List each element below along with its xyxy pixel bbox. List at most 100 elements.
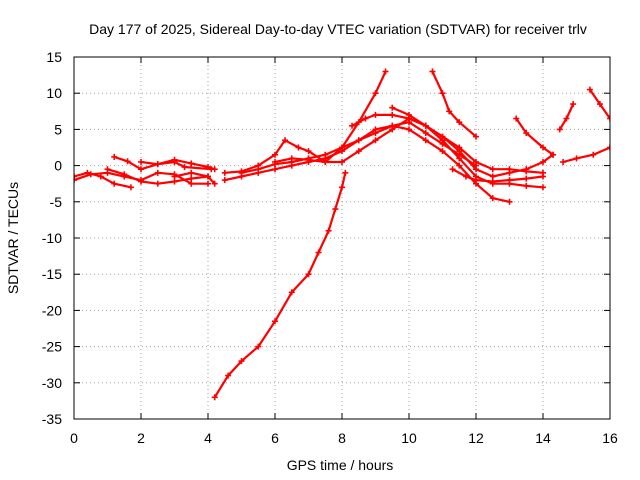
data-point	[305, 156, 312, 163]
data-point	[422, 122, 429, 129]
data-point	[325, 227, 332, 234]
data-point	[429, 68, 436, 75]
y-tick-label: 5	[54, 121, 62, 137]
data-point	[282, 137, 289, 144]
y-tick-label: -15	[42, 266, 62, 282]
data-point	[211, 394, 218, 401]
data-point	[456, 162, 463, 169]
data-point	[332, 206, 339, 213]
y-tick-label: -20	[42, 302, 62, 318]
data-point	[221, 169, 228, 176]
data-point	[295, 144, 302, 151]
data-point	[138, 166, 144, 173]
series-line	[173, 171, 216, 185]
data-point	[573, 155, 580, 162]
data-point	[238, 169, 245, 176]
series-arc-14	[429, 68, 479, 140]
data-point	[449, 166, 456, 173]
data-point	[355, 137, 362, 144]
y-tick-label: 0	[54, 158, 62, 174]
x-tick-label: 8	[338, 430, 346, 446]
y-tick-label: -30	[42, 375, 62, 391]
series-line	[562, 146, 610, 164]
data-point	[372, 111, 379, 118]
y-tick-label: -25	[42, 339, 62, 355]
data-point	[154, 180, 161, 187]
data-point	[523, 130, 530, 137]
data-point	[111, 153, 118, 160]
x-tick-label: 2	[137, 430, 145, 446]
data-point	[154, 161, 161, 168]
data-point	[188, 180, 195, 187]
data-point	[127, 184, 134, 191]
data-point	[205, 180, 211, 187]
data-point	[211, 180, 218, 187]
data-point	[205, 164, 211, 171]
data-point	[540, 184, 546, 191]
series-arc-19	[586, 86, 610, 122]
data-point	[171, 173, 178, 180]
data-point	[456, 119, 463, 126]
y-tick-label: -5	[50, 194, 63, 210]
data-point	[406, 126, 412, 133]
data-point	[372, 90, 379, 97]
data-point	[523, 166, 530, 173]
tick-labels: 0 2 4 6 8 10 12 14 16 15 10 5 0 -5 -10 -15 -20 -25 -30 -35	[42, 49, 618, 446]
data-point	[171, 156, 178, 163]
series-arc-11	[211, 169, 349, 401]
y-tick-label: -35	[42, 411, 62, 427]
data-point	[607, 144, 610, 151]
data-point	[288, 289, 295, 296]
data-point	[272, 151, 278, 158]
x-tick-label: 4	[204, 430, 212, 446]
data-point	[523, 182, 530, 189]
data-point	[372, 137, 379, 144]
data-point	[489, 195, 496, 202]
data-point	[355, 148, 362, 155]
data-point	[422, 130, 429, 137]
data-point	[339, 144, 345, 151]
series-arc-5	[138, 156, 218, 173]
data-point	[111, 180, 118, 187]
data-point	[74, 173, 77, 180]
data-point	[221, 177, 228, 184]
data-point	[506, 177, 513, 184]
data-point	[322, 158, 329, 165]
data-point	[205, 173, 211, 180]
x-tick-label: 10	[401, 430, 417, 446]
x-tick-label: 6	[271, 430, 279, 446]
x-tick-label: 12	[468, 430, 484, 446]
data-point	[473, 133, 479, 140]
x-axis-label: GPS time / hours	[287, 457, 394, 473]
data-point	[439, 90, 446, 97]
series-line	[223, 70, 387, 174]
data-point	[288, 155, 295, 162]
data-point	[349, 122, 356, 129]
x-tick-label: 16	[602, 430, 618, 446]
data-point	[272, 166, 278, 173]
chart-title: Day 177 of 2025, Sidereal Day-to-day VTE…	[89, 21, 587, 37]
data-point	[138, 178, 144, 185]
data-point	[362, 115, 369, 122]
data-point	[84, 169, 91, 176]
data-point	[570, 101, 577, 108]
x-tick-label: 14	[535, 430, 551, 446]
series-arc-8	[221, 122, 513, 205]
data-point	[305, 271, 312, 278]
data-point	[272, 318, 278, 325]
data-point	[138, 158, 144, 165]
data-point	[560, 158, 567, 165]
y-axis-label: SDTVAR / TECUs	[5, 182, 21, 294]
data-point	[104, 166, 111, 173]
series-arc-16	[513, 115, 557, 158]
y-tick-label: 10	[46, 85, 62, 101]
data-point	[506, 169, 513, 176]
data-point	[489, 166, 496, 173]
data-point	[439, 137, 446, 144]
data-point	[590, 151, 597, 158]
data-point	[272, 158, 278, 165]
series-arc-18	[560, 144, 610, 165]
data-point	[305, 148, 312, 155]
data-point	[607, 115, 610, 122]
